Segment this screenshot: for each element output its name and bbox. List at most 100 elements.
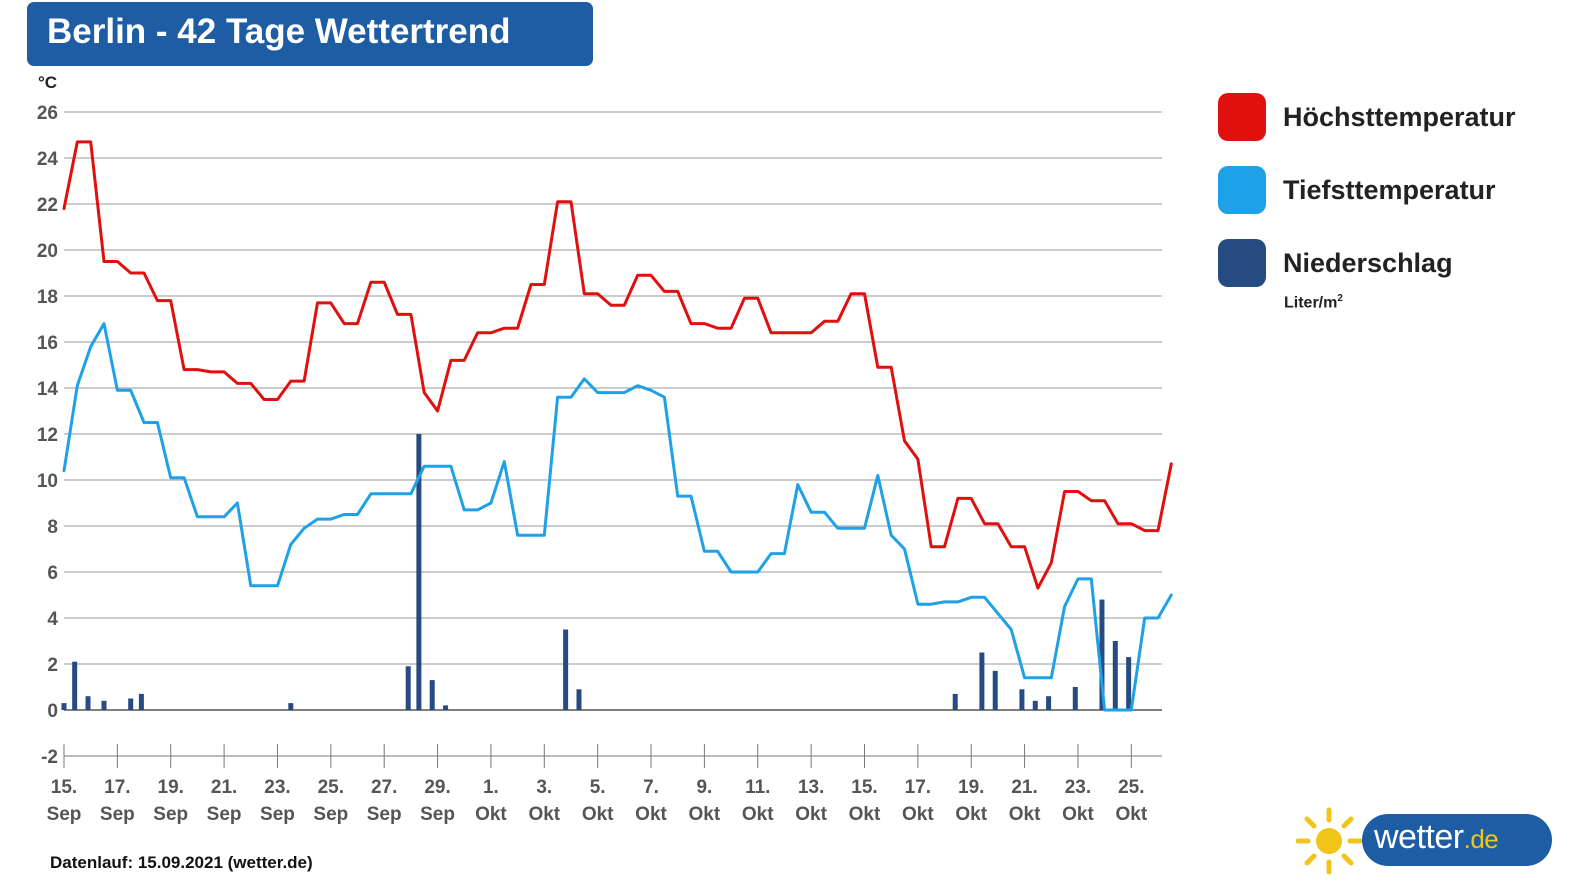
x-tick-month: Sep (420, 804, 455, 825)
precip-bar (1099, 599, 1105, 710)
y-tick-label: 24 (37, 149, 59, 170)
x-tick-month: Okt (1009, 804, 1041, 825)
x-tick-day: 21. (211, 777, 237, 798)
x-tick-month: Okt (528, 804, 560, 825)
x-tick-month: Sep (207, 804, 242, 825)
precip-bar (563, 629, 569, 710)
x-tick-day: 3. (536, 777, 552, 798)
y-tick-label: 6 (47, 563, 58, 584)
x-tick-day: 25. (318, 777, 344, 798)
precip-bar (1126, 657, 1132, 710)
x-tick-day: 15. (851, 777, 877, 798)
x-tick-day: 21. (1011, 777, 1037, 798)
precip-bar (429, 680, 435, 710)
legend-label-low: Tiefsttemperatur (1283, 174, 1496, 205)
precipitation-bars (61, 434, 1132, 710)
x-tick-day: 23. (264, 777, 290, 798)
precip-unit-label: Liter/m2 (1284, 293, 1343, 312)
x-tick-month: Okt (582, 804, 614, 825)
x-tick-day: 7. (643, 777, 659, 798)
low-temp-line (62, 322, 1173, 712)
x-tick-day: 13. (798, 777, 824, 798)
precip-bar (72, 661, 78, 710)
wetter-de-logo: wetter.de (1296, 806, 1554, 876)
y-tick-label: 26 (37, 103, 58, 124)
precip-unit-text: Liter/m (1284, 294, 1338, 312)
legend-item-low: Tiefsttemperatur (1218, 166, 1496, 214)
x-tick-day: 17. (905, 777, 931, 798)
y-tick-label: 14 (37, 379, 59, 400)
logo-wordmark: wetter.de (1374, 818, 1499, 857)
logo-name: wetter (1374, 818, 1464, 856)
x-tick-month: Sep (313, 804, 348, 825)
precip-bar (101, 700, 107, 710)
precip-bar (1019, 689, 1025, 710)
x-tick-labels: 15. Sep 17. Sep 19. Sep 21. Sep 23. Sep 25. Sep 27. S… (47, 744, 1148, 825)
precip-bar (1046, 696, 1052, 710)
precip-bar (1072, 687, 1078, 710)
legend-swatch-high (1218, 93, 1266, 141)
x-tick-month: Okt (955, 804, 987, 825)
x-tick-day: 17. (104, 777, 130, 798)
page-title: Berlin - 42 Tage Wettertrend (47, 12, 511, 51)
precip-unit-superscript: 2 (1337, 293, 1343, 304)
x-tick-month: Okt (902, 804, 934, 825)
x-tick-day: 23. (1065, 777, 1091, 798)
precip-bar (61, 703, 67, 710)
x-tick-month: Okt (689, 804, 721, 825)
x-tick-month: Sep (260, 804, 295, 825)
precip-bar (1112, 641, 1118, 710)
x-tick-month: Sep (153, 804, 188, 825)
grid-lines (64, 111, 1162, 757)
x-tick-day: 27. (371, 777, 397, 798)
precip-bar (979, 652, 985, 710)
precip-bar (1032, 700, 1038, 710)
precip-bar (405, 666, 411, 710)
x-tick-month: Okt (475, 804, 507, 825)
y-tick-label: 18 (37, 287, 58, 308)
legend-label-precip: Niederschlag (1283, 247, 1453, 278)
legend-swatch-low (1218, 166, 1266, 214)
x-tick-day: 19. (158, 777, 184, 798)
y-tick-label: 8 (47, 517, 58, 538)
y-axis-unit: °C (38, 73, 57, 92)
title-banner: Berlin - 42 Tage Wettertrend (27, 2, 593, 66)
legend-item-high: Höchsttemperatur (1218, 93, 1516, 141)
legend-label-high: Höchsttemperatur (1283, 101, 1516, 132)
y-tick-label: 4 (47, 609, 58, 630)
precip-bar (128, 698, 134, 710)
x-tick-month: Sep (367, 804, 402, 825)
precip-bar (416, 434, 422, 710)
x-tick-month: Okt (849, 804, 881, 825)
logo-pill (1362, 814, 1552, 866)
temperature-lines (62, 140, 1173, 712)
legend-swatch-precip (1218, 239, 1266, 287)
x-tick-month: Sep (47, 804, 82, 825)
legend-item-precip: Niederschlag (1218, 239, 1453, 287)
precip-bar (952, 693, 958, 710)
y-tick-label: -2 (41, 747, 58, 768)
precip-bar (85, 696, 91, 710)
precip-bar (443, 705, 449, 710)
precip-bar (138, 693, 144, 710)
y-tick-label: 20 (37, 241, 58, 262)
x-tick-day: 1. (483, 777, 499, 798)
y-tick-label: 0 (47, 701, 58, 722)
y-tick-label: 2 (47, 655, 58, 676)
x-tick-day: 25. (1118, 777, 1144, 798)
x-tick-month: Okt (1115, 804, 1147, 825)
y-tick-label: 10 (37, 471, 58, 492)
y-tick-label: 12 (37, 425, 58, 446)
x-tick-month: Okt (1062, 804, 1094, 825)
data-run-footnote: Datenlauf: 15.09.2021 (wetter.de) (50, 853, 313, 872)
x-tick-day: 5. (590, 777, 606, 798)
precip-bar (576, 689, 582, 710)
x-tick-month: Sep (100, 804, 135, 825)
high-temp-line (62, 140, 1173, 590)
x-tick-month: Okt (635, 804, 667, 825)
x-tick-month: Okt (742, 804, 774, 825)
x-tick-day: 11. (745, 777, 770, 798)
sun-icon (1296, 807, 1363, 875)
